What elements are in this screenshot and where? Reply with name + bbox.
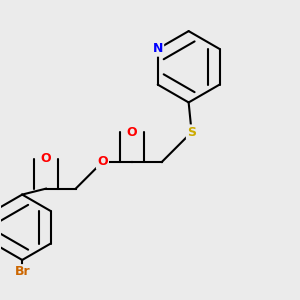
Text: O: O xyxy=(41,152,51,165)
Text: O: O xyxy=(127,126,137,139)
Text: O: O xyxy=(97,155,108,168)
Text: S: S xyxy=(187,126,196,139)
Text: Br: Br xyxy=(14,266,30,278)
Text: N: N xyxy=(153,42,163,56)
